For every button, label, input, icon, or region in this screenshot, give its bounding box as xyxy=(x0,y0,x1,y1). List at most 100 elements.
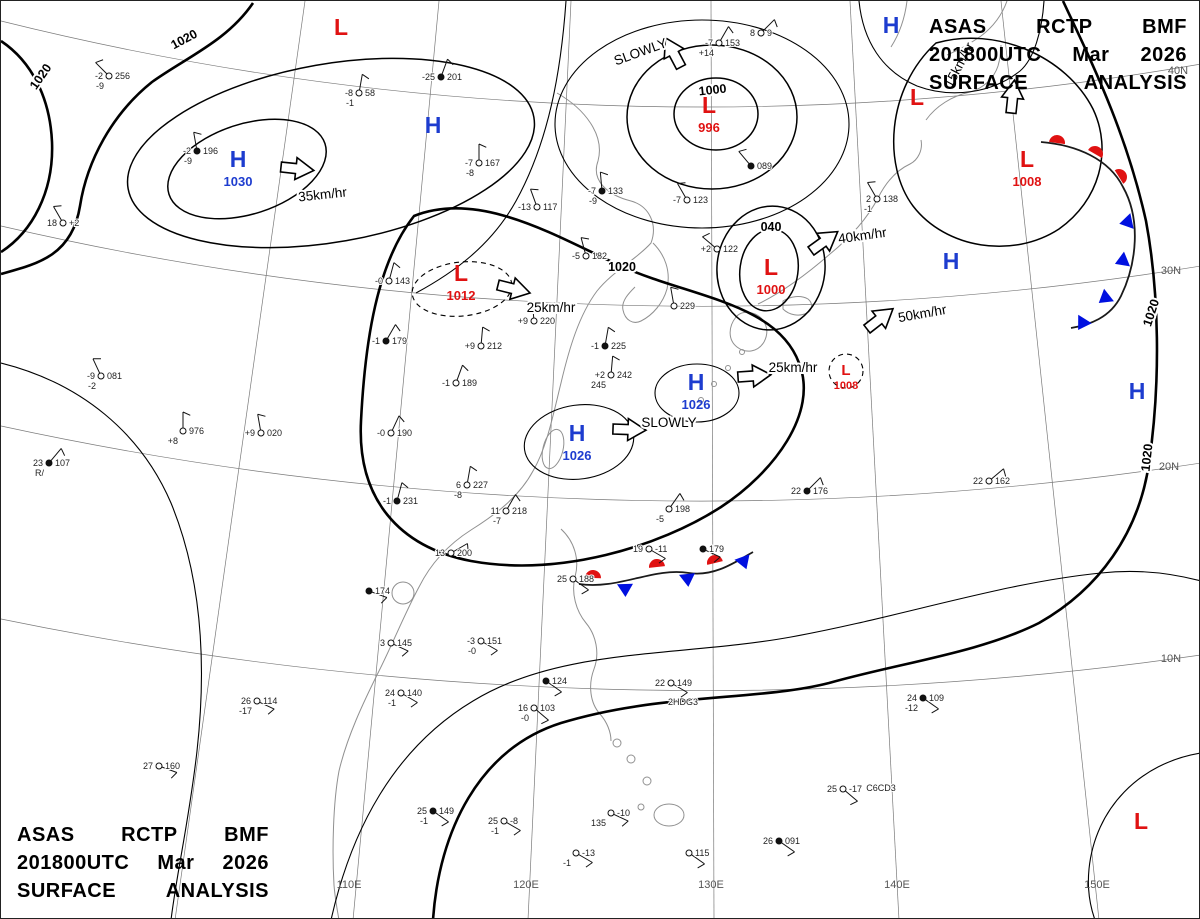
station-plot: 27 160 xyxy=(142,760,181,779)
station-plot: +9 220 xyxy=(517,301,556,327)
station-value-left: 27 xyxy=(143,761,153,771)
wind-barb xyxy=(393,643,409,652)
front-cold xyxy=(1040,135,1136,331)
station-plot: 11 218 -7 xyxy=(490,494,528,527)
wind-barb-feather xyxy=(60,448,66,456)
chart-title-bottom-left: ASAS RCTP BMF 201800UTC Mar 2026 SURFACE… xyxy=(17,821,269,905)
station-circle xyxy=(803,487,811,495)
wind-barb-feather xyxy=(658,558,666,564)
station-plot: 16 103 -0 xyxy=(517,702,556,725)
station-value-below: -2 xyxy=(88,381,96,391)
low-pressure-system: L 1012 xyxy=(447,260,476,303)
wind-barb xyxy=(483,642,498,651)
front-line xyxy=(578,551,754,586)
wind-barb xyxy=(535,709,549,721)
wind-barb-feather xyxy=(362,73,370,80)
wind-barb xyxy=(613,813,629,822)
station-circle xyxy=(569,575,577,583)
station-value-left: 22 xyxy=(973,476,983,486)
station-value-below: -0 xyxy=(468,646,476,656)
isobar-996-inner xyxy=(673,77,759,151)
coastline-taiwan xyxy=(541,428,565,470)
station-plot: 25 188 xyxy=(556,573,595,595)
station-value-left: 22 xyxy=(655,678,665,688)
wind-barb xyxy=(548,682,562,693)
wind-barb xyxy=(95,62,108,75)
station-value-right: 174 xyxy=(375,586,390,596)
wind-barb xyxy=(599,172,603,189)
station-circle xyxy=(397,689,405,697)
wind-barb-feather xyxy=(541,719,549,725)
title-word: BMF xyxy=(1142,16,1187,38)
station-value-left: 24 xyxy=(385,688,395,698)
station-value-below: -9 xyxy=(96,81,104,91)
station-value-right: 218 xyxy=(512,506,527,516)
warm-front-symbol xyxy=(585,570,601,579)
station-circle xyxy=(713,245,721,253)
cold-front-symbol xyxy=(1098,288,1114,304)
wind-barb xyxy=(391,415,400,431)
warm-front-symbol xyxy=(1114,169,1127,184)
station-value-left: +9 xyxy=(245,428,255,438)
parallel-20n xyxy=(1,425,1199,502)
wind-barb xyxy=(359,74,363,91)
station-value-right: 179 xyxy=(709,544,724,554)
station-value-below: +8 xyxy=(168,436,178,446)
station-value-left: 25 xyxy=(827,784,837,794)
wind-barb-feather xyxy=(608,326,616,333)
coastlines xyxy=(332,1,1008,918)
station-value-left: 26 xyxy=(763,836,773,846)
station-circle xyxy=(530,704,538,712)
station-value-below: -9 xyxy=(589,196,597,206)
station-plot: 115 xyxy=(685,847,710,869)
isobar-996-outer xyxy=(554,19,850,229)
longitude-label: 140E xyxy=(884,879,910,891)
isobar-label: 040 xyxy=(761,220,782,234)
station-plot: 26 091 xyxy=(762,835,801,857)
station-value-right: 122 xyxy=(723,244,738,254)
wind-barb-feather xyxy=(447,58,454,66)
station-plot: +2 242 245 xyxy=(590,355,633,391)
station-circle xyxy=(601,342,609,350)
station-value-below: 135 xyxy=(591,818,606,828)
station-value-below: +14 xyxy=(699,48,714,58)
station-plot: 24 109 -12 xyxy=(904,692,945,714)
warm-front-symbol xyxy=(707,555,723,565)
pressure-value: 1000 xyxy=(757,282,786,297)
longitude-label: 130E xyxy=(698,879,724,891)
station-plots-layer: -2 256-918 +2-2 196-9-8 58-1-25 201-7 167-8-13… xyxy=(32,19,1011,869)
station-value-right: 188 xyxy=(579,574,594,584)
station-circle xyxy=(715,39,723,47)
station-plot: 179 xyxy=(699,543,725,563)
station-value-left: -5 xyxy=(572,251,580,261)
station-plot: -1 231 xyxy=(382,482,419,507)
station-circle xyxy=(985,477,993,485)
wind-barb xyxy=(610,356,614,373)
station-value-below: -8 xyxy=(466,168,474,178)
pressure-value: 1026 xyxy=(563,448,592,463)
cold-front-symbol xyxy=(734,554,750,570)
station-value-right: -11 xyxy=(655,544,667,554)
wind-barb-feather xyxy=(398,415,405,423)
station-value-right: 143 xyxy=(395,276,410,286)
wind-barb xyxy=(259,701,275,710)
station-plot: 25 -8 -1 xyxy=(487,815,521,837)
station-value-left: -1 xyxy=(591,341,599,351)
title-line-1: ASAS RCTP BMF xyxy=(929,13,1187,41)
wind-barb xyxy=(925,699,939,710)
wind-barb xyxy=(670,493,681,507)
station-circle xyxy=(382,337,390,345)
station-circle xyxy=(699,545,707,553)
station-value-right: 225 xyxy=(611,341,626,351)
station-value-right: 124 xyxy=(552,676,567,686)
station-circle xyxy=(45,459,53,467)
pressure-value: 996 xyxy=(698,120,720,135)
isobar-1020-northwest xyxy=(1,2,255,276)
wind-barb xyxy=(578,854,593,863)
wind-barb-feather xyxy=(819,477,824,486)
station-circle xyxy=(155,762,163,770)
station-value-below: -1 xyxy=(491,826,499,836)
station-value-right: 114 xyxy=(263,696,277,706)
wind-barb xyxy=(507,494,516,509)
